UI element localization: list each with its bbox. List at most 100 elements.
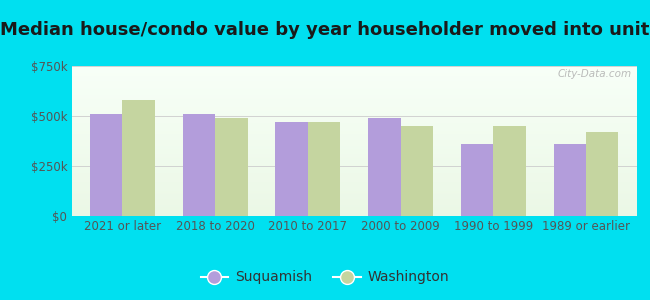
Bar	[72, 210, 637, 211]
Bar	[72, 197, 637, 198]
Bar	[554, 144, 586, 216]
Bar	[72, 85, 637, 86]
Bar	[72, 144, 637, 145]
Bar	[72, 146, 637, 147]
Bar	[72, 211, 637, 212]
Bar	[72, 108, 637, 109]
Bar	[72, 202, 637, 203]
Bar	[72, 153, 637, 154]
Bar	[72, 167, 637, 168]
Bar	[72, 135, 637, 136]
Bar	[72, 118, 637, 119]
Bar	[493, 126, 526, 216]
Bar	[90, 114, 122, 216]
Bar	[72, 76, 637, 77]
Bar	[72, 96, 637, 97]
Bar	[72, 184, 637, 185]
Bar	[72, 112, 637, 113]
Bar	[72, 75, 637, 76]
Bar	[72, 74, 637, 75]
Bar	[72, 202, 637, 203]
Bar	[72, 160, 637, 161]
Bar	[72, 123, 637, 124]
Bar	[72, 215, 637, 216]
Bar	[72, 191, 637, 192]
Bar	[72, 180, 637, 181]
Bar	[72, 159, 637, 160]
Bar	[72, 154, 637, 155]
Bar	[72, 84, 637, 85]
Bar	[72, 161, 637, 162]
Bar	[72, 169, 637, 170]
Bar	[72, 174, 637, 175]
Bar	[72, 130, 637, 131]
Bar	[72, 195, 637, 196]
Bar	[72, 126, 637, 127]
Bar	[72, 193, 637, 194]
Bar	[72, 160, 637, 161]
Legend: Suquamish, Washington: Suquamish, Washington	[195, 265, 455, 290]
Bar	[72, 155, 637, 156]
Bar	[72, 100, 637, 101]
Bar	[72, 163, 637, 164]
Bar	[72, 67, 637, 68]
Bar	[308, 122, 341, 216]
Bar	[72, 214, 637, 215]
Bar	[72, 148, 637, 149]
Bar	[72, 82, 637, 83]
Bar	[72, 212, 637, 213]
Bar	[72, 80, 637, 81]
Bar	[72, 93, 637, 94]
Bar	[72, 186, 637, 187]
Bar	[72, 86, 637, 87]
Bar	[72, 199, 637, 200]
Bar	[72, 73, 637, 74]
Bar	[72, 208, 637, 209]
Bar	[72, 88, 637, 89]
Bar	[72, 168, 637, 169]
Bar	[72, 150, 637, 151]
Bar	[72, 125, 637, 126]
Bar	[72, 172, 637, 173]
Bar	[72, 101, 637, 102]
Bar	[72, 89, 637, 90]
Bar	[72, 189, 637, 190]
Bar	[72, 188, 637, 189]
Bar	[72, 106, 637, 107]
Bar	[72, 209, 637, 210]
Bar	[72, 131, 637, 132]
Bar	[72, 176, 637, 177]
Bar	[72, 206, 637, 207]
Bar	[72, 149, 637, 150]
Bar	[72, 133, 637, 134]
Text: City-Data.com: City-Data.com	[557, 69, 631, 79]
Bar	[72, 171, 637, 172]
Bar	[72, 68, 637, 69]
Bar	[72, 132, 637, 133]
Bar	[72, 157, 637, 158]
Bar	[72, 205, 637, 206]
Bar	[72, 70, 637, 71]
Bar	[72, 190, 637, 191]
Bar	[72, 122, 637, 123]
Bar	[72, 83, 637, 84]
Bar	[72, 139, 637, 140]
Bar	[72, 179, 637, 180]
Bar	[72, 120, 637, 121]
Bar	[72, 201, 637, 202]
Bar	[72, 166, 637, 167]
Bar	[72, 204, 637, 205]
Bar	[586, 132, 618, 216]
Bar	[72, 99, 637, 100]
Bar	[72, 92, 637, 93]
Bar	[72, 134, 637, 135]
Bar	[72, 100, 637, 101]
Bar	[215, 118, 248, 216]
Bar	[72, 175, 637, 176]
Bar	[72, 98, 637, 99]
Bar	[368, 118, 400, 216]
Bar	[72, 178, 637, 179]
Bar	[72, 187, 637, 188]
Bar	[72, 137, 637, 138]
Bar	[72, 207, 637, 208]
